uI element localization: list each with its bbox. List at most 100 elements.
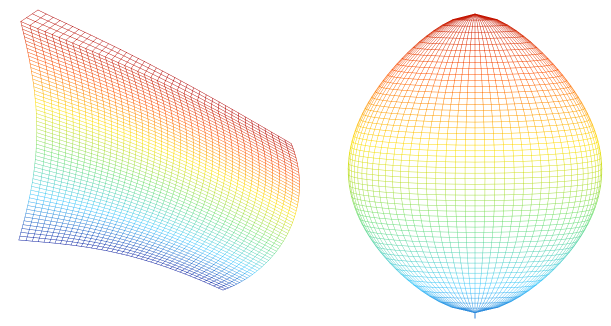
mesh-line — [178, 119, 186, 124]
mesh-line — [102, 167, 109, 171]
mesh-line — [211, 138, 219, 143]
mesh-line — [75, 218, 82, 220]
mesh-line — [216, 206, 224, 211]
mesh-line — [104, 74, 112, 79]
mesh-line — [146, 111, 154, 116]
mesh-line — [32, 240, 39, 242]
mesh-line — [61, 240, 68, 242]
mesh-line — [174, 187, 182, 191]
mesh-line — [170, 237, 173, 241]
mesh-line — [184, 171, 186, 176]
mesh-line — [232, 164, 240, 169]
mesh-line — [147, 190, 154, 194]
mesh-line — [175, 232, 182, 235]
mesh-line — [173, 149, 181, 154]
mesh-line — [272, 212, 274, 216]
mesh-line — [41, 43, 43, 48]
mesh-line — [137, 255, 144, 258]
mesh-line — [147, 84, 155, 88]
mesh-line — [160, 127, 168, 131]
mesh-line — [109, 209, 116, 212]
mesh-line — [58, 37, 67, 41]
mesh-line — [151, 80, 154, 85]
mesh-line — [186, 193, 194, 197]
mesh-line — [150, 97, 152, 102]
mesh-line — [134, 113, 142, 117]
mesh-line — [53, 41, 62, 45]
mesh-line — [99, 181, 106, 184]
mesh-line — [152, 83, 155, 88]
mesh-line — [197, 215, 200, 219]
mesh-line — [88, 167, 90, 172]
mesh-line — [150, 64, 157, 69]
mesh-line — [62, 86, 71, 90]
mesh-line — [136, 144, 143, 148]
mesh-line — [193, 236, 200, 240]
mesh-line — [159, 114, 167, 118]
mesh-line — [181, 258, 187, 262]
mesh-line — [190, 174, 192, 179]
mesh-line — [225, 148, 233, 153]
mesh-line — [112, 84, 120, 88]
mesh-line — [239, 268, 243, 272]
mesh-line — [98, 50, 103, 55]
mesh-line — [114, 234, 117, 238]
mesh-line — [209, 231, 212, 235]
mesh-line — [66, 141, 74, 145]
mesh-line — [133, 233, 136, 237]
mesh-line — [256, 144, 264, 149]
mesh-line — [106, 85, 114, 89]
mesh-line — [92, 128, 100, 132]
mesh-line — [104, 78, 112, 82]
mesh-line — [44, 119, 53, 123]
mesh-line — [26, 236, 34, 238]
mesh-line — [140, 191, 148, 195]
mesh-line — [54, 72, 62, 76]
mesh-line — [84, 100, 92, 104]
mesh-line — [135, 204, 138, 208]
mesh-line — [37, 195, 45, 198]
mesh-line — [166, 232, 169, 236]
mesh-line — [140, 112, 148, 116]
mesh-line — [28, 55, 30, 61]
mesh-line — [136, 179, 139, 184]
mesh-line — [159, 117, 167, 121]
left-mesh — [18, 9, 300, 291]
mesh-line — [211, 135, 219, 140]
mesh-line — [199, 267, 202, 270]
mesh-line — [140, 209, 148, 212]
mesh-line — [208, 186, 216, 190]
mesh-line — [265, 133, 267, 138]
mesh-line — [131, 253, 134, 257]
mesh-line — [123, 239, 126, 243]
mesh-line — [75, 170, 77, 175]
mesh-line — [272, 175, 280, 180]
mesh-line — [140, 163, 148, 167]
mesh-line — [117, 119, 124, 123]
mesh-line — [141, 185, 144, 190]
mesh-line — [111, 49, 118, 54]
mesh-line — [74, 76, 82, 80]
mesh-line — [90, 235, 93, 239]
mesh-line — [151, 80, 159, 85]
mesh-line — [66, 223, 69, 228]
mesh-line — [122, 185, 124, 190]
mesh-line — [169, 199, 172, 204]
mesh-line — [245, 152, 253, 157]
mesh-line — [208, 189, 215, 193]
mesh-line — [35, 229, 43, 232]
mesh-line — [265, 211, 267, 215]
mesh-line — [108, 194, 115, 198]
mesh-line — [244, 224, 247, 228]
mesh-line — [209, 251, 213, 254]
mesh-line — [40, 78, 42, 83]
mesh-line — [85, 126, 93, 129]
mesh-line — [116, 234, 122, 237]
mesh-line — [41, 176, 49, 179]
mesh-line — [60, 240, 63, 245]
mesh-line — [233, 198, 241, 203]
mesh-line — [189, 263, 192, 266]
mesh-line — [172, 119, 180, 124]
mesh-line — [154, 204, 157, 208]
